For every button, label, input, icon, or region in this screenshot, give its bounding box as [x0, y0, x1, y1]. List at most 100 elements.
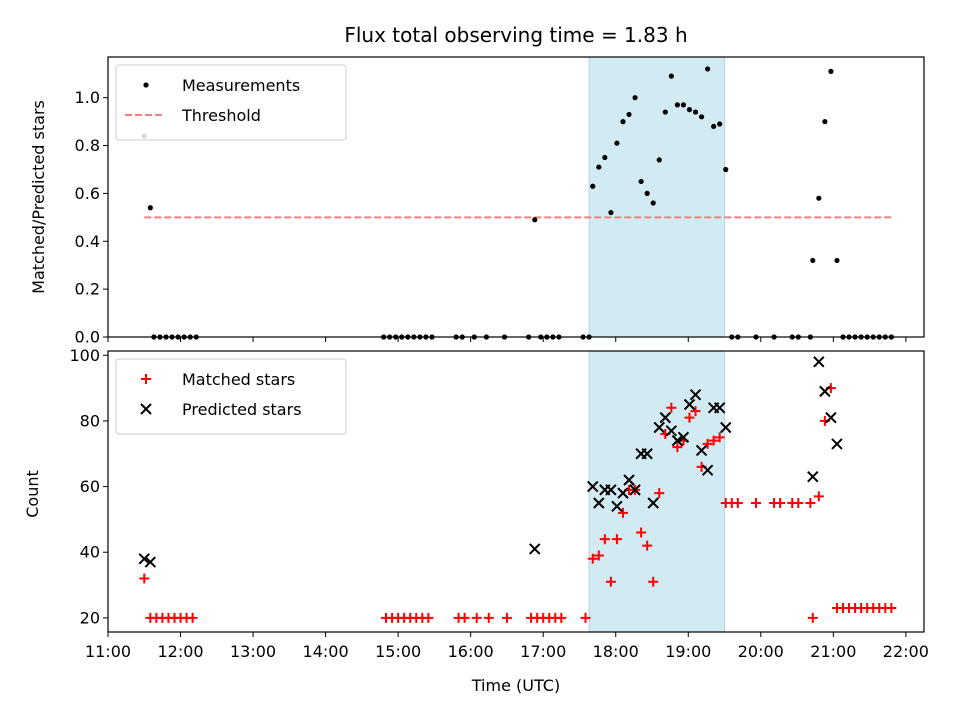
- matched-point: [501, 612, 512, 623]
- measurement-point: [650, 200, 656, 206]
- x-tick-label: 12:00: [157, 642, 203, 661]
- matched-point: [775, 497, 786, 508]
- measurement-point: [614, 140, 620, 146]
- legend-label: Predicted stars: [182, 400, 302, 419]
- matched-point: [702, 438, 713, 449]
- measurement-point: [816, 195, 822, 201]
- predicted-point: [671, 434, 684, 447]
- matched-point: [636, 527, 647, 538]
- matched-point: [666, 402, 677, 413]
- top-y-tick-label: 0.6: [75, 184, 100, 203]
- measurement-point: [590, 183, 596, 189]
- predicted-point: [623, 474, 635, 486]
- measurement-point: [717, 121, 723, 127]
- matched-point: [593, 550, 604, 561]
- legend-label: Matched stars: [182, 370, 295, 389]
- legend-label: Measurements: [182, 76, 300, 95]
- x-tick-label: 14:00: [303, 642, 349, 661]
- measurement-point: [626, 111, 632, 118]
- matched-point: [617, 507, 628, 518]
- predicted-point: [605, 484, 617, 496]
- matched-point: [605, 576, 616, 587]
- measurement-point: [620, 119, 626, 125]
- matched-point: [642, 540, 653, 551]
- top-observing-span: [588, 56, 726, 338]
- predicted-point: [144, 556, 157, 568]
- x-tick-label: 18:00: [593, 642, 639, 661]
- top-y-axis-label: Matched/Predicted stars: [29, 100, 48, 294]
- legend-label: Threshold: [181, 106, 261, 125]
- bottom-panel: 11:00 12:00 13:00 14:00 15:00 16:00 17:00 18:00…: [69, 346, 928, 661]
- matched-point: [805, 497, 816, 508]
- measurement-point: [662, 109, 668, 115]
- matched-point: [732, 497, 743, 508]
- matched-point: [672, 442, 683, 453]
- measurement-point: [596, 164, 602, 170]
- x-tick-label: 19:00: [665, 642, 711, 661]
- matched-point: [714, 432, 725, 443]
- bottom-axes-frame: [107, 350, 925, 633]
- matched-point: [793, 497, 804, 508]
- predicted-point: [653, 421, 665, 434]
- predicted-point: [641, 448, 653, 460]
- matched-point: [471, 612, 482, 623]
- matched-point: [556, 612, 567, 623]
- predicted-point: [677, 431, 690, 444]
- matched-point: [187, 612, 198, 623]
- x-tick-label: 22:00: [883, 642, 929, 661]
- bottom-y-tick-label: 40: [80, 543, 100, 562]
- predicted-point: [617, 487, 629, 499]
- predicted-point: [713, 402, 726, 414]
- matched-point: [587, 553, 598, 564]
- matched-point: [690, 406, 701, 417]
- measurement-point: [698, 114, 705, 120]
- predicted-point: [138, 553, 150, 565]
- top-legend: [115, 64, 347, 141]
- bottom-legend: [115, 358, 347, 435]
- predicted-point: [813, 356, 825, 368]
- matched-point: [611, 534, 622, 545]
- predicted-point: [659, 411, 672, 424]
- legend-x-swatch: [140, 403, 152, 415]
- top-y-tick-label: 0.2: [75, 280, 100, 299]
- measurement-point: [532, 217, 538, 223]
- predicted-point: [807, 471, 819, 483]
- predicted-point: [629, 484, 641, 496]
- measurement-point: [147, 205, 153, 211]
- x-tick-label: 16:00: [448, 642, 494, 661]
- predicted-point: [587, 480, 599, 493]
- predicted-point: [831, 438, 843, 450]
- predicted-point: [683, 398, 696, 411]
- x-axis-label: Time (UTC): [471, 676, 560, 695]
- legend-plus-swatch: [141, 374, 151, 384]
- measurement-point: [711, 123, 717, 130]
- x-tick-label: 21:00: [810, 642, 856, 661]
- predicted-point: [819, 385, 831, 398]
- measurement-point: [680, 102, 687, 108]
- x-tick-label: 15:00: [375, 642, 421, 661]
- top-y-tick-label: 0.4: [75, 232, 100, 251]
- matched-point: [886, 603, 897, 614]
- matched-point: [684, 412, 695, 423]
- matched-point: [599, 534, 610, 545]
- matched-point: [654, 488, 665, 499]
- top-panel: 0.0 0.2 0.4 0.6 0.8 1.0 Measurements Threshold: [75, 56, 925, 347]
- matched-point: [483, 612, 494, 623]
- matched-point: [750, 497, 761, 508]
- measurement-point: [686, 107, 693, 113]
- predicted-point: [701, 464, 714, 476]
- measurement-point: [674, 102, 680, 108]
- top-axes-frame: [107, 56, 925, 338]
- measurement-point: [828, 68, 834, 74]
- predicted-point: [611, 500, 623, 512]
- measurement-point: [705, 66, 711, 72]
- measurement-point: [656, 157, 662, 163]
- chart-title: Flux total observing time = 1.83 h: [344, 23, 687, 47]
- x-tick-label: 11:00: [85, 642, 131, 661]
- bottom-y-axis-label: Count: [23, 470, 42, 518]
- bottom-y-tick-label: 80: [80, 411, 100, 430]
- measurement-point: [834, 257, 840, 264]
- predicted-point: [695, 444, 708, 457]
- x-tick-label: 13:00: [230, 642, 276, 661]
